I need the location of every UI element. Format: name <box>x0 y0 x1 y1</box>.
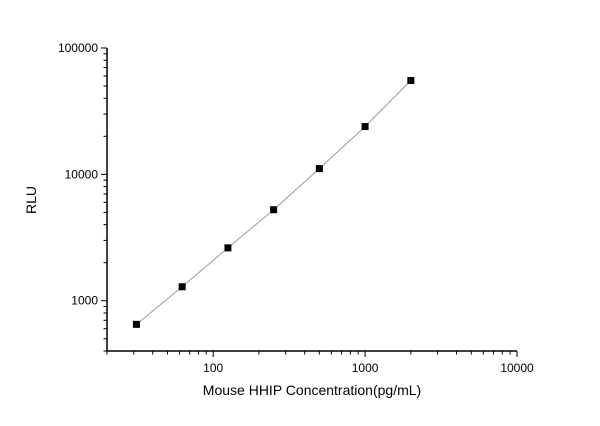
data-point <box>270 206 278 214</box>
data-point <box>361 123 369 131</box>
y-tick-label: 100000 <box>58 41 98 55</box>
data-marks <box>132 77 415 328</box>
data-point <box>315 165 323 173</box>
fit-curve <box>136 80 412 325</box>
x-axis-label: Mouse HHIP Concentration(pg/mL) <box>203 382 421 398</box>
y-tick-label: 1000 <box>71 294 98 308</box>
data-point <box>132 320 140 328</box>
x-tick-label: 100 <box>203 361 223 375</box>
data-point <box>224 244 232 252</box>
axes <box>101 47 518 357</box>
data-point <box>407 77 415 85</box>
data-point <box>178 283 186 291</box>
x-tick-label: 10000 <box>500 361 534 375</box>
y-tick-label: 10000 <box>65 167 99 181</box>
x-tick-label: 1000 <box>352 361 379 375</box>
y-axis-label: RLU <box>23 186 39 214</box>
tick-labels: 100 1000 10000 1000 10000 100000 <box>58 41 534 375</box>
